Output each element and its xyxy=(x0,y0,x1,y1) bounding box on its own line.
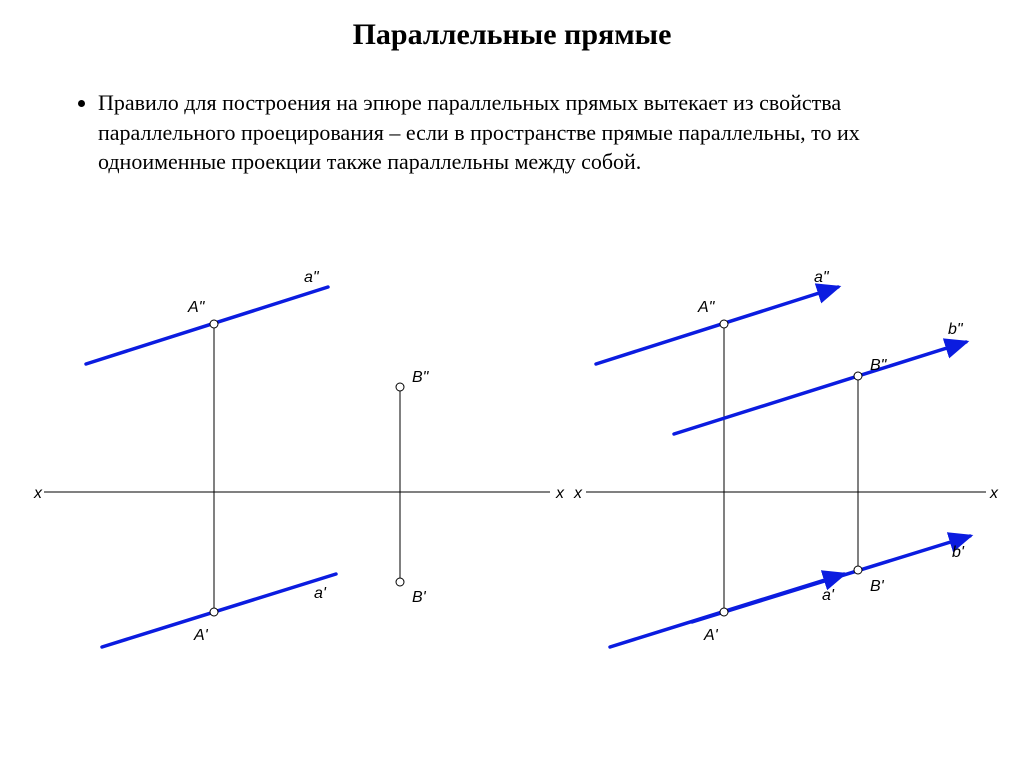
point-B2 xyxy=(396,383,404,391)
svg-text:x: x xyxy=(989,485,999,502)
point-B1 xyxy=(854,566,862,574)
point-label-B1: B' xyxy=(412,589,427,606)
projection-line-a1 xyxy=(102,574,336,647)
point-A1 xyxy=(720,608,728,616)
line-label: a' xyxy=(314,585,327,602)
line-label: a" xyxy=(304,269,320,286)
point-B1 xyxy=(396,578,404,586)
point-label-B2: B" xyxy=(870,357,888,374)
point-label-A1: A' xyxy=(703,627,719,644)
line-label: a" xyxy=(814,269,830,286)
line-label: a' xyxy=(822,587,835,604)
line-label: b' xyxy=(952,544,965,561)
point-B2 xyxy=(854,372,862,380)
point-label-A1: A' xyxy=(193,627,209,644)
point-A2 xyxy=(210,320,218,328)
description-block: Правило для построения на эпюре параллел… xyxy=(72,88,964,177)
point-A1 xyxy=(210,608,218,616)
line-label: b" xyxy=(948,321,964,338)
projection-line-b1 xyxy=(692,536,970,622)
diagram-svg: xxA"A'B"B'a"a'xxA"A'B"B'a"b"a'b' xyxy=(30,242,1000,682)
svg-text:x: x xyxy=(555,485,565,502)
svg-text:x: x xyxy=(33,485,43,502)
description-bullet: Правило для построения на эпюре параллел… xyxy=(98,88,964,177)
projection-line-a2 xyxy=(86,287,328,364)
point-label-B1: B' xyxy=(870,578,885,595)
point-label-A2: A" xyxy=(697,299,716,316)
point-A2 xyxy=(720,320,728,328)
svg-text:x: x xyxy=(573,485,583,502)
projection-line-a2 xyxy=(596,287,838,364)
projection-line-b2 xyxy=(674,342,966,434)
point-label-B2: B" xyxy=(412,369,430,386)
point-label-A2: A" xyxy=(187,299,206,316)
diagrams-container: xxA"A'B"B'a"a'xxA"A'B"B'a"b"a'b' xyxy=(30,242,1000,682)
page-title: Параллельные прямые xyxy=(0,18,1024,52)
